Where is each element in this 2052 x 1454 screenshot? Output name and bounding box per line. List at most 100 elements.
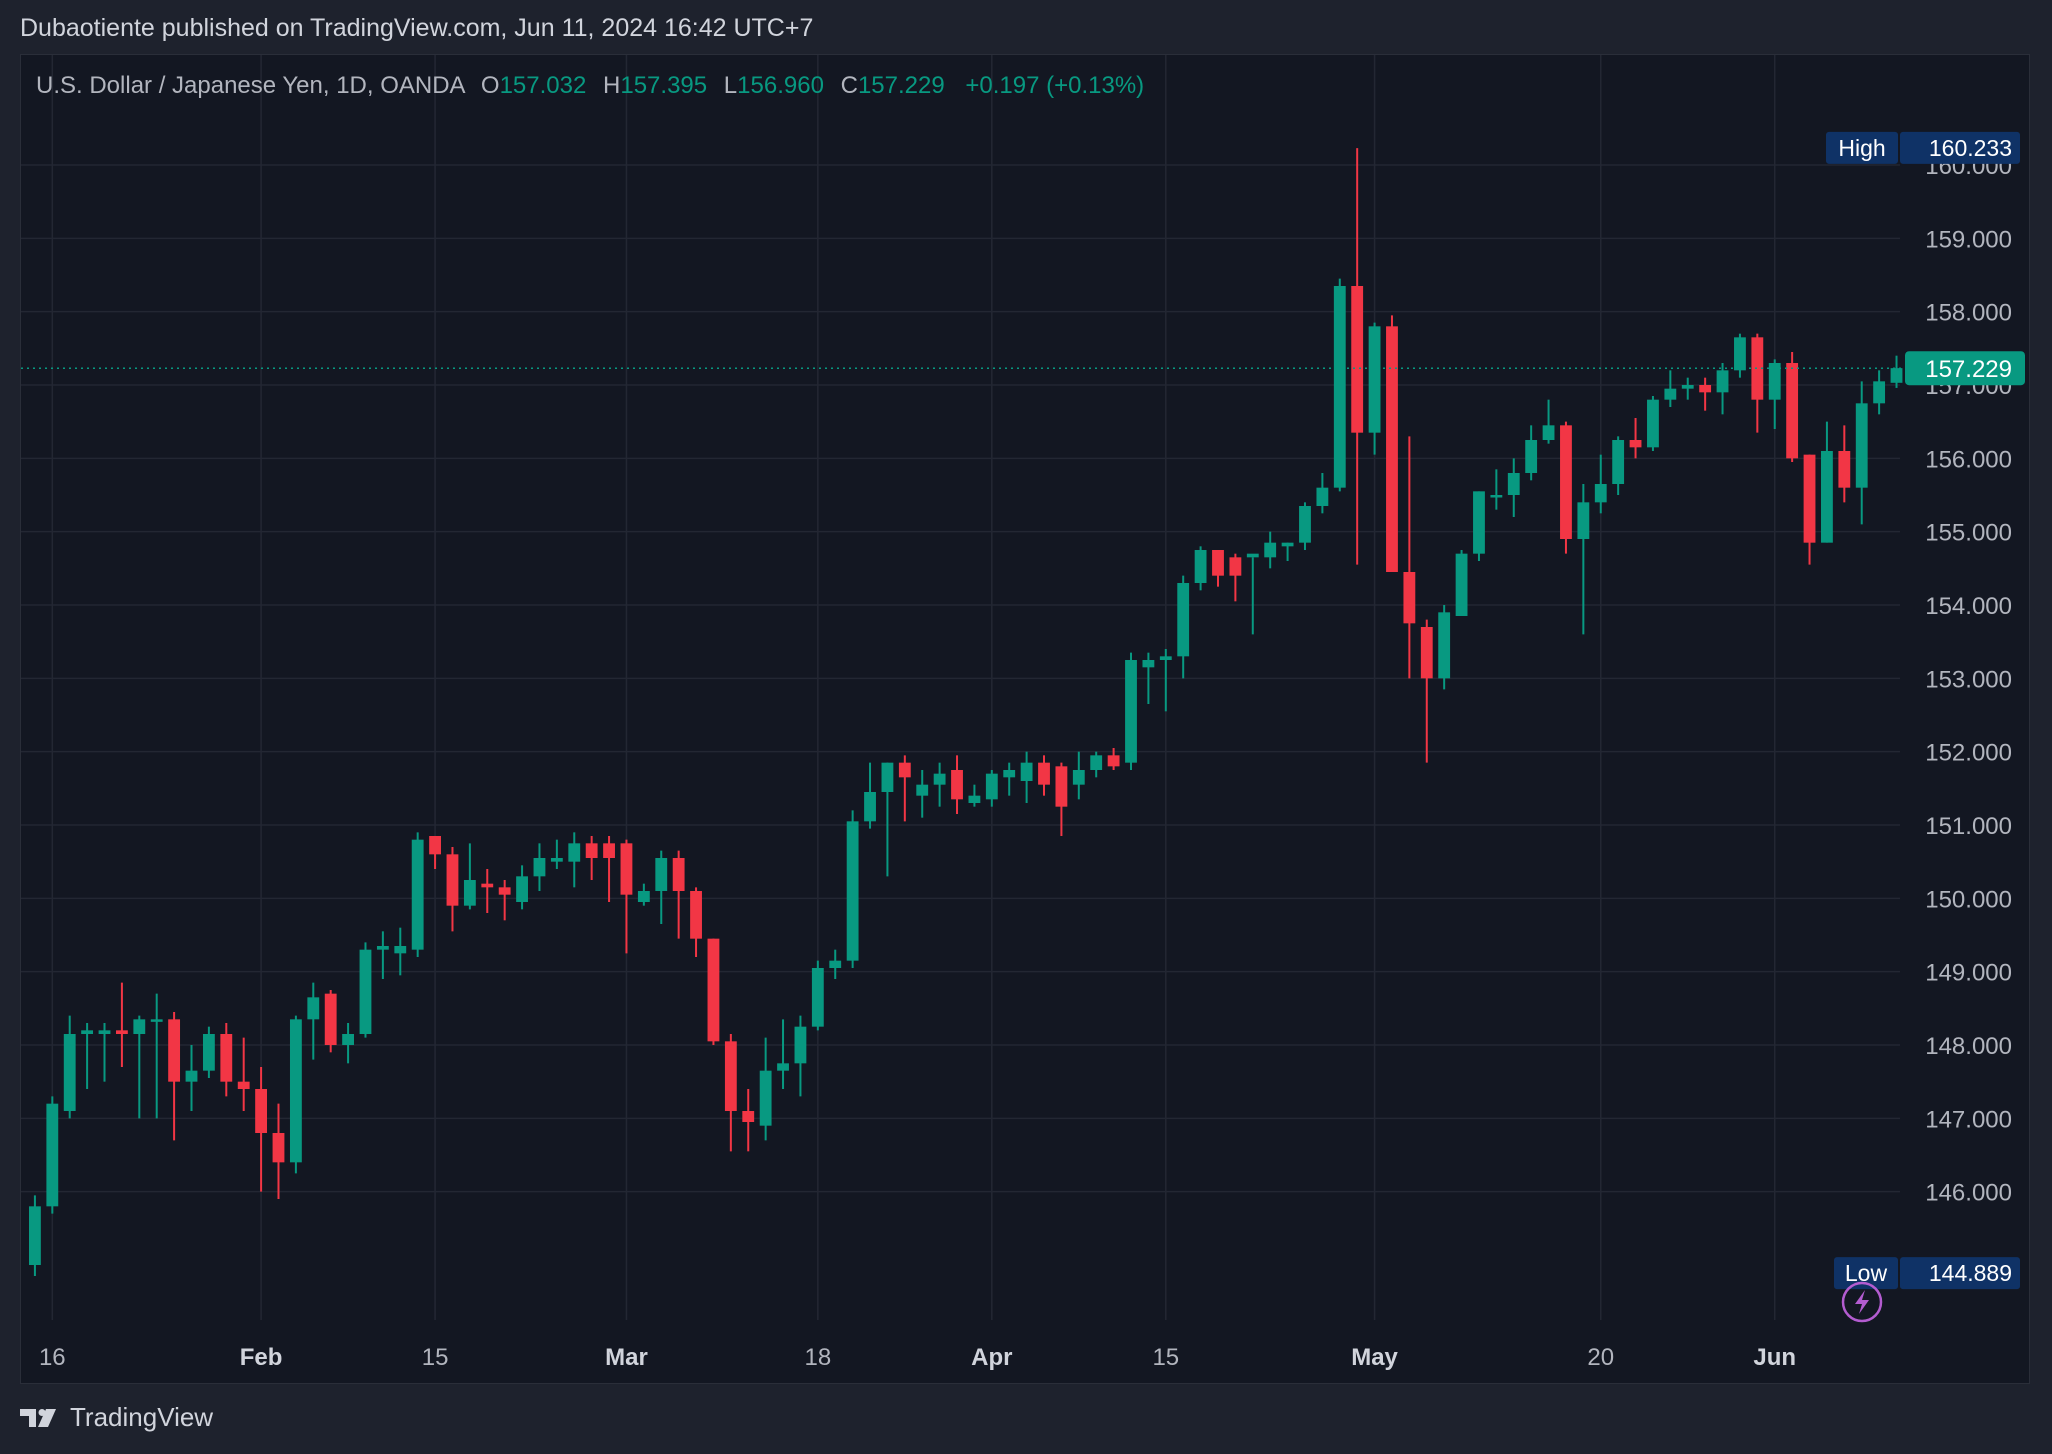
candle-body	[115, 1030, 128, 1034]
open-value: 157.032	[499, 72, 587, 99]
candle-body	[1803, 454, 1816, 543]
candle-body	[1577, 502, 1590, 539]
candle-body	[759, 1070, 772, 1126]
candle-body	[1020, 762, 1033, 781]
candle-body	[1821, 451, 1833, 543]
candle-body	[1560, 425, 1572, 539]
candle-body	[1038, 762, 1050, 785]
candle-body	[1473, 491, 1485, 554]
candle-body	[1768, 363, 1781, 400]
time-tick-label: 15	[1152, 1344, 1179, 1371]
time-tick-label: 16	[39, 1344, 66, 1371]
price-tick-label: 156.000	[1925, 446, 2012, 473]
chart-frame[interactable]	[20, 54, 2030, 1384]
close-value: 157.229	[857, 72, 945, 99]
lightning-icon[interactable]	[1841, 1281, 1883, 1323]
candle-body	[898, 762, 911, 778]
candle-body	[1333, 286, 1346, 488]
price-tick-label: 158.000	[1925, 300, 2012, 327]
candle-body	[568, 843, 581, 862]
candle-body	[1525, 440, 1538, 473]
candle-body	[1542, 425, 1555, 440]
footer-brand[interactable]: TradingView	[20, 1402, 213, 1433]
low-value-badge	[1900, 1257, 2020, 1290]
time-axis: 16 Feb 15 Mar 18 Apr 15 May 20 Jun	[39, 1344, 1796, 1371]
price-tick-label: 154.000	[1925, 593, 2012, 620]
candle-body	[411, 839, 424, 950]
time-tick-label: May	[1351, 1344, 1398, 1371]
candle-body	[1107, 755, 1120, 767]
candle-body	[150, 1019, 163, 1022]
candle-body	[603, 843, 615, 858]
candle-body	[985, 773, 998, 800]
price-tick-label: 152.000	[1925, 740, 2012, 767]
candle-body	[1125, 660, 1137, 763]
candle-body	[1299, 506, 1311, 543]
tradingview-logo-icon	[20, 1407, 60, 1429]
time-tick-label: 20	[1587, 1344, 1614, 1371]
candle-body	[1072, 770, 1085, 785]
lightning-icon-ring	[1841, 1281, 1883, 1323]
low-tag-badge	[1834, 1257, 1898, 1290]
candle-body	[324, 993, 337, 1045]
candle-body	[1716, 370, 1729, 393]
close-label: C	[840, 72, 858, 99]
candle-body	[29, 1206, 41, 1265]
candle-body	[1055, 766, 1068, 807]
candle-body	[46, 1103, 59, 1207]
candle-body	[1699, 385, 1712, 393]
candle-body	[220, 1034, 233, 1082]
price-tick-label: 147.000	[1925, 1106, 2012, 1133]
candle-body	[933, 773, 946, 785]
price-tick-label: 149.000	[1925, 960, 2012, 987]
candle-body	[1612, 440, 1625, 484]
candle-body	[202, 1034, 215, 1071]
candle-body	[585, 843, 598, 858]
candle-body	[742, 1111, 755, 1122]
candle-body	[289, 1019, 302, 1163]
current-price-badge	[1905, 351, 2025, 386]
candle-body	[707, 938, 720, 1042]
price-tick-label: 146.000	[1925, 1180, 2012, 1207]
lightning-icon-bolt	[1855, 1290, 1869, 1314]
candle-body	[881, 762, 894, 792]
price-axis: 146.000 147.000 148.000 149.000 150.000 151.0…	[1925, 153, 2012, 1207]
candle-body	[550, 858, 563, 862]
candle-body	[533, 858, 546, 877]
candle-body	[133, 1019, 146, 1034]
grid	[21, 55, 1900, 1320]
candle-body	[794, 1026, 807, 1064]
change-value: +0.197 (+0.13%)	[965, 72, 1145, 99]
time-tick-label: Jun	[1753, 1344, 1796, 1371]
candle-body	[864, 792, 876, 822]
price-tick-label: 155.000	[1925, 520, 2012, 547]
candle-body	[1142, 660, 1155, 668]
high-tag-badge	[1826, 131, 1898, 164]
price-tick-label: 150.000	[1925, 886, 2012, 913]
candle-body	[498, 887, 511, 895]
high-value-label: 160.233	[1929, 135, 2012, 161]
price-tick-label: 151.000	[1925, 813, 2012, 840]
symbol-title: U.S. Dollar / Japanese Yen, 1D, OANDA	[36, 72, 465, 99]
price-badges: 157.229 High 160.233 Low 144.889	[21, 131, 2025, 1323]
candle-body	[1194, 550, 1207, 583]
candle-body	[916, 784, 929, 796]
low-value: 156.960	[737, 72, 824, 99]
candle-body	[1351, 286, 1364, 433]
price-tick-label: 148.000	[1925, 1033, 2012, 1060]
candle-body	[1838, 451, 1851, 488]
candle-body	[620, 843, 633, 895]
time-tick-label: 15	[422, 1344, 449, 1371]
candle-body	[1177, 583, 1190, 657]
candle-body	[951, 770, 963, 800]
candle-body	[98, 1030, 111, 1034]
low-tag-label: Low	[1845, 1260, 1888, 1286]
candles	[29, 148, 1903, 1276]
candle-body	[237, 1081, 250, 1089]
candle-body	[777, 1063, 789, 1071]
candle-body	[1890, 368, 1903, 383]
candle-body	[1507, 473, 1520, 495]
time-tick-label: Feb	[240, 1344, 283, 1371]
candle-body	[481, 883, 494, 888]
